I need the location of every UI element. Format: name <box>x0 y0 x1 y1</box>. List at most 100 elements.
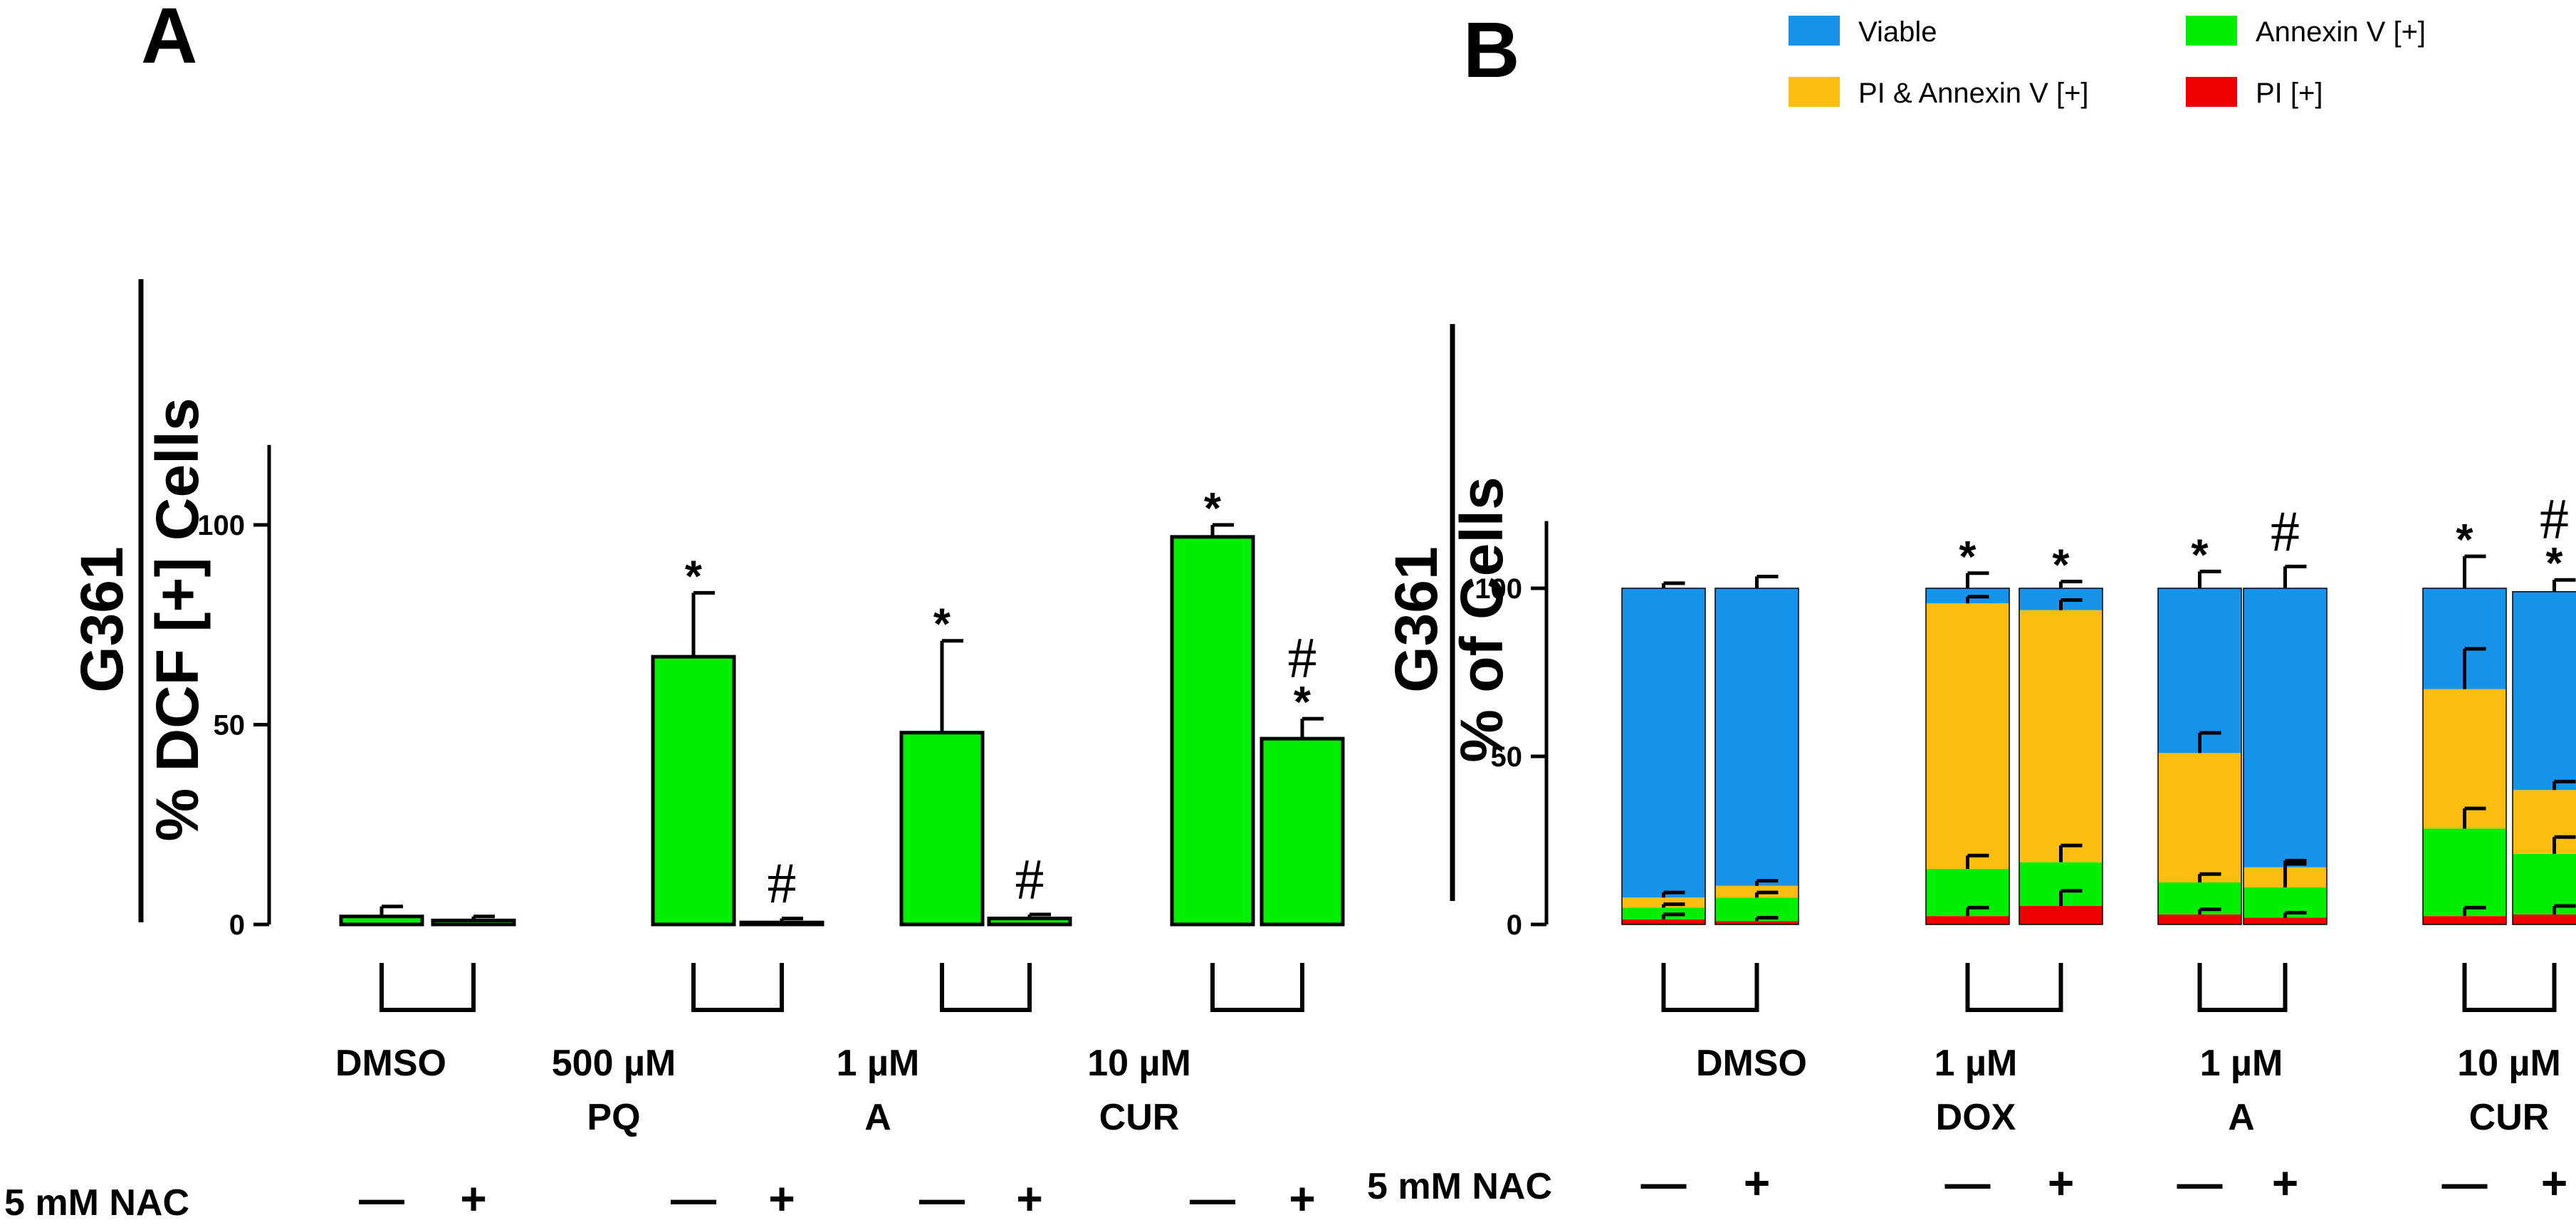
panel-b-bar-1-outline <box>1621 588 1706 925</box>
panel-a-group-bracket <box>1210 963 1304 1012</box>
legend-swatch-annexin <box>2186 16 2237 46</box>
panel-b-nac-minus-sign: — <box>1945 1157 1991 1209</box>
panel-b-nac-plus-sign: + <box>1744 1157 1770 1209</box>
panel-b-bar-3-outline <box>1925 588 2010 925</box>
panel-b-bar-2-viable-segment <box>1715 588 1799 886</box>
panel-a-group-bracket <box>940 963 1032 1012</box>
legend-label-annexin: Annexin V [+] <box>2256 16 2426 48</box>
panel-a-bar-1 <box>339 914 424 927</box>
panel-a-group-sublabel-cur: CUR <box>1099 1097 1180 1138</box>
panel-b-bar-1-pi-segment <box>1622 919 1705 924</box>
panel-b-y-tick-label: 0 <box>1507 909 1522 941</box>
panel-b-axes: 0 50 100 <box>1475 521 1549 941</box>
panel-b-ylabel-measure: % of Cells <box>1448 476 1515 762</box>
panel-b-bar-8-significance-star: * <box>2545 539 2563 588</box>
panel-b-bar-3-pi-segment <box>1926 916 2009 924</box>
panel-b-group-label-1-m-a: 1 µM <box>2200 1043 2283 1084</box>
panel-a-group-bracket <box>691 963 784 1012</box>
panel-b-bar-6-outline <box>2243 588 2328 925</box>
panel-b-bar-5-pi-annexin-segment <box>2158 753 2241 882</box>
panel-b-nac-minus-sign: — <box>2177 1157 2223 1209</box>
panel-a-group-label-500-m-pq: 500 µM <box>552 1043 676 1084</box>
panel-b-group-label-dmso: DMSO <box>1696 1043 1807 1084</box>
legend-label-pi: PI [+] <box>2256 78 2323 109</box>
panel-a-bar-3 <box>651 655 736 927</box>
panel-b-bar-2-outline <box>1714 588 1799 925</box>
panel-a-nac-plus-sign: + <box>1289 1173 1315 1224</box>
panel-b-bar-6-significance-hash: # <box>2271 499 2300 563</box>
panel-a-nac-minus-sign: — <box>359 1173 404 1224</box>
panel-a-bar-4 <box>739 920 824 927</box>
panel-a-bar-5-significance-star: * <box>933 600 951 650</box>
panel-a-nac-minus-sign: — <box>1190 1173 1235 1224</box>
panel-a-bar-2 <box>431 918 516 927</box>
panel-b-bar-8-pi-segment <box>2513 914 2576 924</box>
panel-a-nac-plus-sign: + <box>768 1173 795 1224</box>
panel-b-bar-4-significance-star: * <box>2052 541 2070 590</box>
panel-a-bar-8 <box>1260 736 1345 927</box>
panel-b-bar-8-viable-segment <box>2513 591 2576 791</box>
legend-label-pi-annexin: PI & Annexin V [+] <box>1858 78 2089 109</box>
panel-a-group-label-dmso: DMSO <box>335 1043 446 1084</box>
panel-a-group-sublabel-a: A <box>864 1097 891 1138</box>
panel-b-nac-plus-sign: + <box>2541 1157 2567 1209</box>
panel-b-bar-5-pi-segment <box>2158 914 2241 924</box>
panel-b-group-sublabel-a: A <box>2228 1097 2255 1138</box>
panel-a-nac-minus-sign: — <box>671 1173 716 1224</box>
legend-swatch-pi-annexin <box>1789 77 1840 107</box>
panel-b-nac-minus-sign: — <box>2442 1157 2488 1209</box>
legend-label-viable: Viable <box>1858 16 1937 48</box>
panel-a-bar-8-significance-hash: # <box>1288 625 1317 690</box>
panel-b-y-label: G361 % of Cells <box>1383 324 1515 901</box>
panel-a-nac-plus-sign: + <box>460 1173 486 1224</box>
panel-a-bar-7 <box>1170 535 1255 927</box>
panel-b-group-bracket <box>2197 963 2288 1012</box>
panel-a-group-bracket <box>379 963 476 1012</box>
panel-a-y-label: G361 % DCF [+] Cells <box>68 279 211 922</box>
panel-b-bar-5-significance-star: * <box>2191 531 2209 580</box>
panel-a-ylabel-measure: % DCF [+] Cells <box>144 397 211 841</box>
panel-a-ylabel-cell-line: G361 <box>68 546 135 693</box>
panel-a-axes: 0 50 100 <box>197 444 271 941</box>
panel-b-nac-plus-sign: + <box>2272 1157 2298 1209</box>
panel-a-group-label-1-m-a: 1 µM <box>837 1043 920 1084</box>
panel-a-nac-label: 5 mM NAC <box>4 1182 189 1224</box>
panel-b-group-sublabel-dox: DOX <box>1936 1097 2016 1138</box>
panel-b-bar-6-viable-segment <box>2243 588 2327 867</box>
panel-a-nac-plus-sign: + <box>1016 1173 1042 1224</box>
panel-b-bar-3-significance-star: * <box>1959 533 1976 582</box>
panel-b-group-bracket <box>1661 963 1759 1012</box>
panel-b-bar-6-pi-segment <box>2243 917 2327 924</box>
panel-b-ylabel-cell-line: G361 <box>1383 546 1450 693</box>
panel-b-bar-4-pi-annexin-segment <box>2019 610 2103 862</box>
panel-a-bar-3-significance-star: * <box>685 552 703 601</box>
panel-b-bar-8-pi-annexin-segment <box>2513 790 2576 854</box>
panel-a-y-tick-label: 0 <box>229 909 245 941</box>
panel-a-nac-minus-sign: — <box>919 1173 965 1224</box>
panel-b-group-bracket <box>2462 963 2557 1012</box>
panel-b-bars: * * * # * *# <box>1621 486 2576 925</box>
panel-b-legend: Viable Annexin V [+] PI & Annexin V [+] … <box>1789 16 2426 109</box>
panel-a-bar-7-significance-star: * <box>1204 484 1222 533</box>
panel-a-bar-5 <box>899 731 985 927</box>
panel-b-y-tick-label: 50 <box>1491 741 1523 773</box>
panel-b-nac-label: 5 mM NAC <box>1367 1166 1552 1207</box>
panel-b-bar-5-viable-segment <box>2158 588 2241 754</box>
legend-swatch-pi <box>2186 77 2237 107</box>
panel-a-y-tick-label: 50 <box>214 710 246 741</box>
panel-b-bar-8-significance-hash: # <box>2540 486 2569 551</box>
panel-b-nac-minus-sign: — <box>1641 1157 1687 1209</box>
panel-b-bar-8-outline <box>2512 590 2576 925</box>
panel-a-bar-6-significance-hash: # <box>1015 847 1044 912</box>
panel-b-nac-plus-sign: + <box>2048 1157 2074 1209</box>
legend-swatch-viable <box>1789 16 1840 46</box>
panel-b-bar-1-viable-segment <box>1622 588 1705 898</box>
panel-b-bar-7-pi-segment <box>2423 916 2506 924</box>
panel-a-letter: A <box>141 0 197 80</box>
panel-b-letter: B <box>1463 6 1519 94</box>
panel-b-bar-4-outline <box>2019 588 2103 925</box>
panel-b-bar-5-outline <box>2157 588 2242 925</box>
panel-b-bar-7-outline <box>2422 588 2507 925</box>
